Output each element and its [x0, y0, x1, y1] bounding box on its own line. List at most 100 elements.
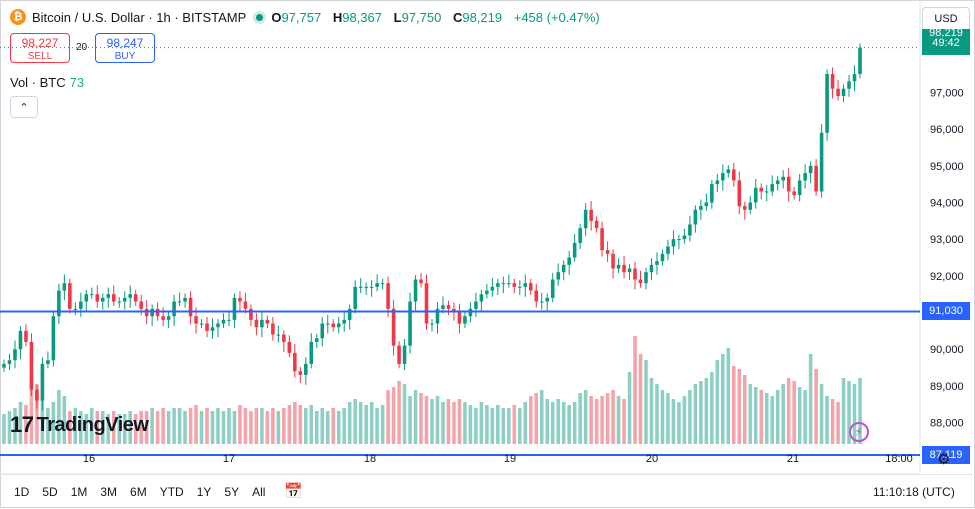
- candle: [457, 312, 462, 324]
- volume-bar: [79, 411, 83, 444]
- candle: [347, 308, 352, 320]
- candle: [419, 279, 423, 284]
- candle: [254, 319, 259, 328]
- volume-bar: [830, 399, 835, 444]
- volume-bar: [594, 399, 599, 444]
- volume-bar: [199, 411, 204, 444]
- volume-bar: [188, 408, 193, 444]
- volume-bar: [468, 405, 473, 444]
- volume-bar: [726, 348, 731, 444]
- buy-button[interactable]: 98,247 BUY: [95, 33, 155, 63]
- volume-bar: [660, 390, 665, 444]
- candle: [172, 301, 176, 317]
- tradingview-logo[interactable]: 17 TradingView: [10, 412, 149, 438]
- volume-bar: [2, 414, 6, 444]
- volume-bar: [545, 399, 550, 444]
- y-tick-label: 89,000: [930, 381, 964, 393]
- ohlc-readout: O97,757 H98,367 L97,750 C98,219 +458 (+0…: [271, 9, 600, 25]
- candle: [655, 261, 659, 265]
- candle: [561, 264, 566, 273]
- volume-bar: [847, 381, 851, 444]
- candle: [528, 283, 533, 291]
- volume-bar: [496, 405, 500, 444]
- range-button-5y[interactable]: 5Y: [224, 485, 240, 499]
- candle: [605, 250, 610, 254]
- volume-bar: [578, 393, 582, 444]
- current-price-label: 98,219 49:42: [922, 29, 970, 55]
- candle: [715, 180, 720, 185]
- candle: [397, 345, 401, 364]
- y-tick-label: 96,000: [930, 124, 964, 136]
- candle: [95, 294, 100, 302]
- volume-bar: [364, 405, 368, 444]
- volume-bar: [342, 408, 346, 444]
- volume-bar: [457, 399, 462, 444]
- candle: [512, 283, 517, 287]
- candle: [194, 316, 198, 324]
- volume-bar: [792, 381, 796, 444]
- gear-icon[interactable]: ⚙: [937, 451, 951, 468]
- lightning-icon[interactable]: ⚡: [849, 422, 869, 442]
- range-button-all[interactable]: All: [252, 485, 266, 499]
- utc-clock[interactable]: 11:10:18 (UTC): [873, 485, 955, 499]
- bitcoin-icon: ₿: [10, 9, 26, 25]
- range-button-1d[interactable]: 1D: [14, 485, 30, 499]
- currency-selector[interactable]: USD: [922, 7, 970, 31]
- volume-bar: [479, 402, 484, 444]
- volume-bar: [655, 384, 659, 444]
- candle: [199, 323, 204, 325]
- candle: [737, 180, 742, 207]
- candle: [51, 316, 56, 361]
- volume-bar: [485, 405, 489, 444]
- range-button-3m[interactable]: 3M: [100, 485, 118, 499]
- candle: [819, 132, 824, 192]
- volume-bar: [671, 399, 676, 444]
- calendar-icon[interactable]: 📅: [284, 483, 303, 500]
- volume-bar: [249, 411, 253, 444]
- volume-bar: [452, 402, 456, 444]
- candle: [364, 286, 368, 288]
- candle: [177, 301, 182, 303]
- volume-bar: [73, 408, 78, 444]
- volume-bar: [90, 408, 94, 444]
- candle: [748, 202, 753, 210]
- sell-button[interactable]: 98,227 SELL: [10, 33, 70, 63]
- candle: [122, 297, 127, 302]
- candle: [441, 305, 445, 309]
- range-button-1y[interactable]: 1Y: [196, 485, 212, 499]
- candle: [507, 283, 511, 285]
- candle: [534, 290, 539, 302]
- volume-bar: [523, 402, 528, 444]
- volume-bar: [293, 402, 297, 444]
- candle: [139, 301, 143, 309]
- volume-bar: [808, 354, 813, 444]
- candle: [721, 173, 725, 181]
- candle: [490, 286, 495, 291]
- volume-bar: [753, 387, 758, 444]
- collapse-legend-button[interactable]: ⌃: [10, 96, 38, 118]
- candle: [314, 338, 319, 342]
- candle: [671, 239, 676, 247]
- symbol-title[interactable]: Bitcoin / U.S. Dollar · 1h · BITSTAMP: [32, 9, 247, 25]
- volume-bar: [369, 402, 374, 444]
- candle: [271, 323, 275, 335]
- volume-bar: [852, 384, 857, 444]
- candle: [424, 283, 429, 324]
- range-button-6m[interactable]: 6M: [130, 485, 147, 499]
- x-tick-label: 18: [364, 453, 376, 465]
- candle: [825, 74, 829, 133]
- range-button-ytd[interactable]: YTD: [159, 485, 184, 499]
- volume-legend: Vol · BTC 73: [10, 75, 84, 90]
- volume-bar: [155, 411, 160, 444]
- candle: [474, 301, 478, 309]
- candle: [550, 279, 555, 298]
- range-button-5d[interactable]: 5D: [42, 485, 58, 499]
- y-tick-label: 93,000: [930, 234, 964, 246]
- candle: [353, 286, 357, 309]
- candle: [693, 209, 698, 225]
- volume-bar: [490, 408, 495, 444]
- volume-bar: [7, 411, 12, 444]
- range-button-1m[interactable]: 1M: [70, 485, 88, 499]
- candle: [644, 272, 648, 284]
